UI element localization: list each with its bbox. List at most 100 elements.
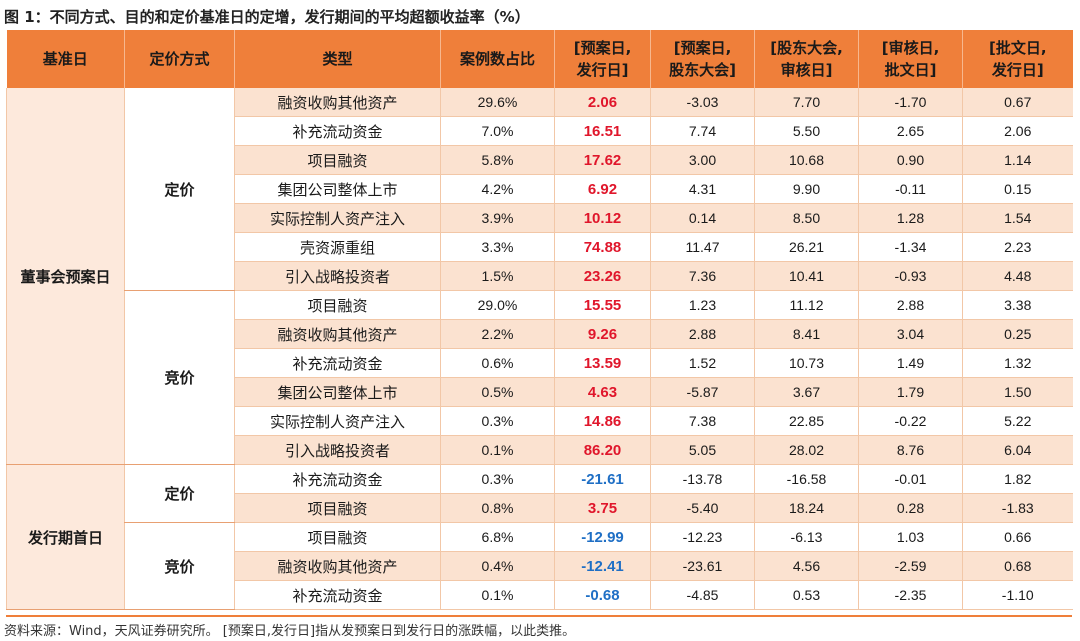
cell-type: 补充流动资金 [234, 464, 441, 494]
cell-ratio: 0.1% [440, 435, 555, 465]
header-ratio: 案例数占比 [440, 30, 555, 88]
cell-shareholder-meeting-to-review: 26.21 [754, 232, 859, 262]
cell-ratio: 5.8% [440, 145, 555, 175]
cell-review-to-approval: -2.35 [858, 580, 963, 610]
cell-plan-to-issue: 17.62 [554, 145, 651, 175]
cell-type: 补充流动资金 [234, 348, 441, 378]
cell-plan-to-issue: -21.61 [554, 464, 651, 494]
cell-review-to-approval: 1.79 [858, 377, 963, 407]
cell-shareholder-meeting-to-review: 28.02 [754, 435, 859, 465]
cell-approval-to-issue: 0.15 [962, 174, 1073, 204]
cell-shareholder-meeting-to-review: -6.13 [754, 522, 859, 552]
cell-plan-to-issue: 74.88 [554, 232, 651, 262]
cell-ratio: 0.1% [440, 580, 555, 610]
cell-ratio: 2.2% [440, 319, 555, 349]
cell-approval-to-issue: 3.38 [962, 290, 1073, 320]
table-body: 董事会预案日 定价 融资收购其他资产 29.6% 2.06 -3.03 7.70 -1.70 0… [6, 88, 1073, 610]
cell-shareholder-meeting-to-review: 10.41 [754, 261, 859, 291]
cell-approval-to-issue: 1.50 [962, 377, 1073, 407]
cell-plan-to-shareholder-meeting: -23.61 [650, 551, 755, 581]
cell-type: 融资收购其他资产 [234, 319, 441, 349]
cell-type: 壳资源重组 [234, 232, 441, 262]
cell-plan-to-shareholder-meeting: 0.14 [650, 203, 755, 233]
cell-shareholder-meeting-to-review: 0.53 [754, 580, 859, 610]
table-row: 实际控制人资产注入 0.3% 14.86 7.38 22.85 -0.22 5.22 [7, 406, 1073, 436]
table-row: 集团公司整体上市 4.2% 6.92 4.31 9.90 -0.11 0.15 [7, 174, 1073, 204]
cell-shareholder-meeting-to-review: 4.56 [754, 551, 859, 581]
cell-ratio: 3.3% [440, 232, 555, 262]
cell-shareholder-meeting-to-review: 10.68 [754, 145, 859, 175]
header-period-5: [批文日, 发行日] [962, 30, 1073, 88]
cell-plan-to-issue: 86.20 [554, 435, 651, 465]
cell-approval-to-issue: 1.82 [962, 464, 1073, 494]
table-row: 董事会预案日 定价 融资收购其他资产 29.6% 2.06 -3.03 7.70 -1.70 0… [6, 88, 1073, 465]
cell-ratio: 7.0% [440, 116, 555, 146]
cell-plan-to-issue: 2.06 [554, 88, 651, 117]
table-row: 引入战略投资者 1.5% 23.26 7.36 10.41 -0.93 4.48 [7, 261, 1073, 291]
cell-plan-to-shareholder-meeting: 7.38 [650, 406, 755, 436]
table-row: 竞价 项目融资 6.8% -12.99 -12.23 -6.13 1.03 0.66 [7, 522, 1073, 610]
cell-type: 项目融资 [234, 290, 441, 320]
cell-type: 引入战略投资者 [234, 261, 441, 291]
cell-plan-to-shareholder-meeting: 7.36 [650, 261, 755, 291]
table-row: 融资收购其他资产 0.4% -12.41 -23.61 4.56 -2.59 0.68 [7, 551, 1073, 581]
cell-plan-to-shareholder-meeting: 5.05 [650, 435, 755, 465]
subgroup-fixed-price: 定价 [124, 464, 235, 523]
cell-plan-to-shareholder-meeting: -3.03 [650, 88, 755, 117]
table-row: 项目融资 0.8% 3.75 -5.40 18.24 0.28 -1.83 [7, 493, 1073, 523]
subgroup-bidding: 竞价 [124, 290, 235, 465]
cell-approval-to-issue: 6.04 [962, 435, 1073, 465]
cell-type: 融资收购其他资产 [234, 551, 441, 581]
cell-plan-to-issue: 4.63 [554, 377, 651, 407]
source-note: 资料来源：Wind，天风证券研究所。 [预案日,发行日]指从发预案日到发行日的涨… [4, 624, 576, 639]
cell-plan-to-issue: -12.41 [554, 551, 651, 581]
cell-shareholder-meeting-to-review: 11.12 [754, 290, 859, 320]
cell-approval-to-issue: 1.54 [962, 203, 1073, 233]
cell-ratio: 1.5% [440, 261, 555, 291]
cell-review-to-approval: 1.49 [858, 348, 963, 378]
cell-shareholder-meeting-to-review: 22.85 [754, 406, 859, 436]
cell-shareholder-meeting-to-review: 3.67 [754, 377, 859, 407]
cell-shareholder-meeting-to-review: 10.73 [754, 348, 859, 378]
cell-shareholder-meeting-to-review: 8.41 [754, 319, 859, 349]
cell-ratio: 0.3% [440, 464, 555, 494]
cell-plan-to-shareholder-meeting: -5.40 [650, 493, 755, 523]
cell-plan-to-shareholder-meeting: -13.78 [650, 464, 755, 494]
table-row: 发行期首日 定价 补充流动资金 0.3% -21.61 -13.78 -16.58 -0.01… [6, 464, 1073, 610]
data-table-container: 基准日 定价方式 类型 案例数占比 [预案日, 发行日] [预案日, 股东大会] [… [6, 30, 1073, 610]
cell-ratio: 0.4% [440, 551, 555, 581]
cell-approval-to-issue: 1.32 [962, 348, 1073, 378]
cell-plan-to-issue: 15.55 [554, 290, 651, 320]
cell-type: 实际控制人资产注入 [234, 203, 441, 233]
cell-shareholder-meeting-to-review: 5.50 [754, 116, 859, 146]
cell-type: 项目融资 [234, 493, 441, 523]
header-period-1: [预案日, 发行日] [554, 30, 651, 88]
cell-ratio: 0.3% [440, 406, 555, 436]
cell-shareholder-meeting-to-review: 7.70 [754, 88, 859, 117]
cell-shareholder-meeting-to-review: -16.58 [754, 464, 859, 494]
table-row: 补充流动资金 7.0% 16.51 7.74 5.50 2.65 2.06 [7, 116, 1073, 146]
cell-type: 集团公司整体上市 [234, 174, 441, 204]
cell-review-to-approval: -1.34 [858, 232, 963, 262]
cell-review-to-approval: 1.28 [858, 203, 963, 233]
cell-review-to-approval: 2.88 [858, 290, 963, 320]
cell-plan-to-issue: 23.26 [554, 261, 651, 291]
cell-type: 补充流动资金 [234, 116, 441, 146]
cell-approval-to-issue: 1.14 [962, 145, 1073, 175]
cell-review-to-approval: 8.76 [858, 435, 963, 465]
table-row: 壳资源重组 3.3% 74.88 11.47 26.21 -1.34 2.23 [7, 232, 1073, 262]
cell-plan-to-issue: 6.92 [554, 174, 651, 204]
cell-review-to-approval: -0.22 [858, 406, 963, 436]
cell-approval-to-issue: 2.06 [962, 116, 1073, 146]
excess-return-table: 基准日 定价方式 类型 案例数占比 [预案日, 发行日] [预案日, 股东大会] [… [6, 30, 1073, 610]
cell-plan-to-shareholder-meeting: -5.87 [650, 377, 755, 407]
cell-review-to-approval: 3.04 [858, 319, 963, 349]
cell-review-to-approval: 0.28 [858, 493, 963, 523]
table-row: 补充流动资金 0.1% -0.68 -4.85 0.53 -2.35 -1.10 [7, 580, 1073, 610]
cell-ratio: 4.2% [440, 174, 555, 204]
cell-review-to-approval: 0.90 [858, 145, 963, 175]
cell-review-to-approval: -1.70 [858, 88, 963, 117]
cell-ratio: 0.8% [440, 493, 555, 523]
table-row: 补充流动资金 0.6% 13.59 1.52 10.73 1.49 1.32 [7, 348, 1073, 378]
cell-plan-to-shareholder-meeting: 7.74 [650, 116, 755, 146]
